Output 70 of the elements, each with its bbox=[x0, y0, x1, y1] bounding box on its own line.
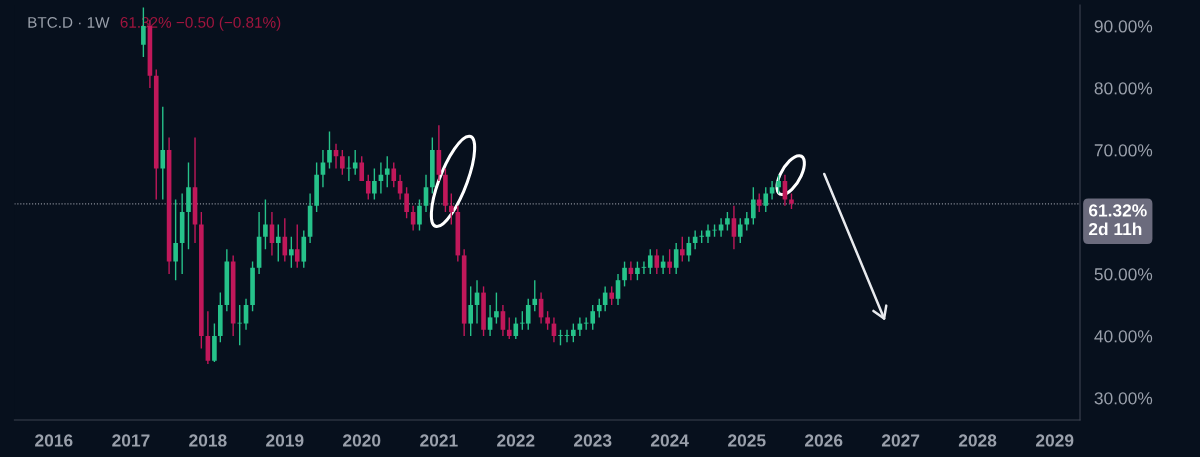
y-tick-label: 50.00% bbox=[1094, 268, 1153, 281]
x-tick-label: 2022 bbox=[497, 434, 535, 447]
candlestick bbox=[635, 260, 640, 281]
candlestick bbox=[737, 217, 743, 244]
candlestick bbox=[609, 285, 615, 306]
x-tick-label: 2029 bbox=[1036, 434, 1074, 447]
candlestick bbox=[506, 316, 512, 340]
x-tick-label: 2018 bbox=[189, 434, 227, 447]
candlestick bbox=[468, 285, 474, 337]
candlestick bbox=[776, 174, 781, 195]
x-tick-label: 2027 bbox=[881, 434, 920, 447]
candlestick bbox=[532, 279, 538, 312]
candlestick bbox=[237, 304, 243, 346]
candlestick bbox=[513, 316, 519, 340]
candlestick bbox=[365, 174, 371, 201]
x-tick-label: 2025 bbox=[728, 434, 766, 447]
x-tick-label: 2021 bbox=[420, 434, 458, 447]
candlestick bbox=[718, 217, 724, 238]
text: BTC.D · 1W bbox=[28, 16, 110, 28]
candlestick bbox=[372, 167, 377, 201]
ref-line-label: 61.32% 2d 11h bbox=[1088, 204, 1147, 236]
candlestick bbox=[679, 236, 685, 263]
candlestick bbox=[571, 322, 576, 343]
candlestick bbox=[744, 211, 750, 232]
candlestick bbox=[647, 248, 653, 275]
candlestick bbox=[327, 130, 332, 170]
x-tick-label: 2019 bbox=[266, 434, 304, 447]
y-tick-label: 40.00% bbox=[1094, 330, 1153, 343]
candlestick bbox=[384, 155, 390, 188]
x-tick-label: 2026 bbox=[805, 434, 843, 447]
candlestick bbox=[404, 186, 409, 219]
candlestick bbox=[641, 260, 647, 275]
y-tick-label: 30.00% bbox=[1094, 392, 1153, 405]
candlestick bbox=[654, 248, 660, 275]
candlestick bbox=[173, 198, 178, 281]
candlestick bbox=[751, 186, 756, 226]
candlestick bbox=[160, 105, 166, 201]
candlestick bbox=[282, 217, 288, 263]
x-tick-label: 2023 bbox=[574, 434, 612, 447]
x-tick-label: 2028 bbox=[958, 434, 997, 447]
x-tick-label: 2020 bbox=[343, 434, 381, 447]
candlestick bbox=[494, 291, 499, 325]
candlestick bbox=[725, 211, 730, 232]
candlestick bbox=[596, 298, 602, 319]
x-tick-label: 2024 bbox=[650, 434, 689, 447]
candlestick bbox=[487, 304, 493, 337]
candlestick bbox=[667, 248, 672, 275]
y-tick-label: 80.00% bbox=[1094, 82, 1153, 95]
x-tick-label: 2016 bbox=[35, 434, 73, 447]
candlestick bbox=[352, 149, 358, 176]
candlestick bbox=[289, 236, 294, 269]
y-tick-label: 70.00% bbox=[1094, 144, 1153, 157]
candlestick bbox=[417, 198, 422, 232]
y-tick-label: 90.00% bbox=[1094, 20, 1153, 33]
candlestick bbox=[545, 310, 550, 331]
candlestick bbox=[756, 192, 762, 213]
candlestick bbox=[763, 186, 769, 213]
candlestick bbox=[622, 260, 627, 288]
candlestick bbox=[294, 223, 300, 269]
x-tick-label: 2017 bbox=[112, 434, 150, 447]
candlestick bbox=[275, 223, 281, 263]
candlestick bbox=[359, 155, 365, 182]
candlestick bbox=[263, 198, 268, 250]
candlestick bbox=[564, 329, 570, 343]
candlestick bbox=[391, 161, 397, 188]
candlestick bbox=[673, 242, 679, 275]
candlestick bbox=[320, 149, 326, 188]
candlestick bbox=[340, 149, 345, 176]
candlestick bbox=[448, 192, 454, 226]
candlestick bbox=[346, 155, 352, 182]
